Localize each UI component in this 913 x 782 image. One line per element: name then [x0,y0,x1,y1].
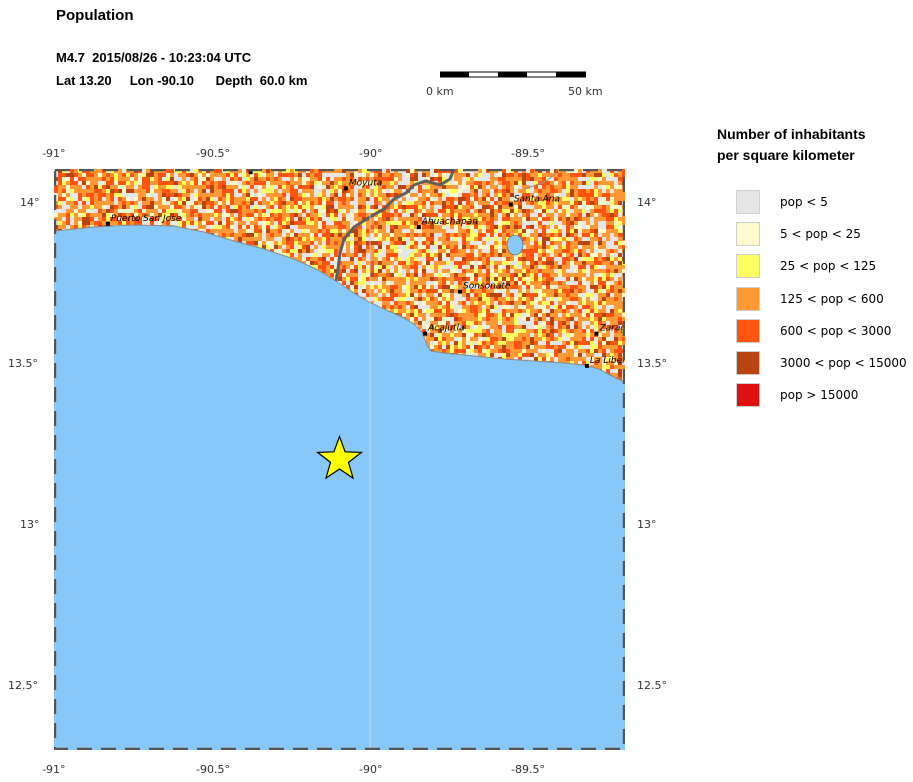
legend-swatch [736,318,760,343]
legend-swatch [736,351,760,375]
top-lon-tick: -90° [359,147,383,160]
place-label: Puerto San Jose [111,214,182,224]
legend-label: 3000 < pop < 15000 [780,356,907,370]
legend-swatch [736,254,760,279]
scale-start-label: 0 km [426,85,454,98]
place-marker: Moyuta [343,178,382,191]
legend-label: 600 < pop < 3000 [780,323,892,338]
scale-end-label: 50 km [568,85,603,98]
place-label: Sonsonate [463,282,511,292]
place-label: Ahuachapan [421,217,478,227]
left-lat-tick: 13.5° [8,357,38,370]
legend-label: pop > 15000 [780,388,859,403]
right-lat-tick: 13° [637,518,657,531]
department-boundary [523,169,559,190]
legend-label: pop < 5 [780,195,828,209]
place-label: Moyuta [349,178,382,188]
legend-swatch [736,383,760,408]
place-dot [248,170,253,175]
country-border [334,169,456,282]
event-summary: M4.7 2015/08/26 - 10:23:04 UTC [56,50,252,65]
legend-title-line1: Number of inhabitants [717,126,866,142]
right-lat-tick: 13.5° [637,357,667,370]
bottom-lon-tick: -90.5° [196,763,230,776]
place-label: Zaragoza [598,324,625,334]
legend-title: Number of inhabitants per square kilomet… [717,124,866,166]
map-title: Population [56,7,134,24]
left-lat-tick: 14° [20,196,40,209]
legend-swatch [736,222,760,247]
lake [506,234,524,256]
event-location: Lat 13.20 Lon -90.10 Depth 60.0 km [56,73,308,88]
place-marker: Puerto San Jose [105,214,182,226]
legend-swatch [736,190,760,214]
top-lon-tick: -89.5° [511,147,545,160]
place-marker: Sonsonate [458,282,511,294]
place-marker: Acajutla [423,324,465,336]
place-dot [458,289,463,294]
place-label: Acajutla [427,324,464,334]
legend-label: 5 < pop < 25 [780,227,861,242]
place-dot [423,331,428,336]
legend-title-line2: per square kilometer [717,147,855,163]
bottom-lon-tick: -90° [359,763,383,776]
place-marker: La Libertad [584,356,625,368]
coastline [54,224,625,384]
legend-label: 125 < pop < 600 [780,291,884,306]
top-lon-tick: -90.5° [196,147,230,160]
place-label: La Libertad [590,356,625,366]
place-dot [343,186,348,191]
place-dot [594,331,599,336]
scale-bar [440,71,586,78]
left-lat-tick: 12.5° [8,679,38,692]
bottom-lon-tick: -89.5° [511,763,545,776]
place-dot [105,221,110,226]
place-label: Santa Ana [514,195,560,205]
legend-swatch [736,286,760,311]
place-marker: Zaragoza [594,324,625,336]
place-dot [416,225,421,230]
map-frame [54,169,625,750]
top-lon-tick: -91° [42,147,66,160]
epicenter-layer [315,434,364,480]
epicenter-star-icon [315,434,364,480]
place-marker: Ahuachapan [416,217,478,230]
left-lat-tick: 13° [20,518,40,531]
place-dot [584,363,589,368]
place-marker: Santa Ana [508,195,560,207]
right-lat-tick: 14° [637,196,657,209]
legend-label: 25 < pop < 125 [780,259,877,274]
place-dot [508,202,513,207]
right-lat-tick: 12.5° [637,679,667,692]
bottom-lon-tick: -91° [42,763,66,776]
